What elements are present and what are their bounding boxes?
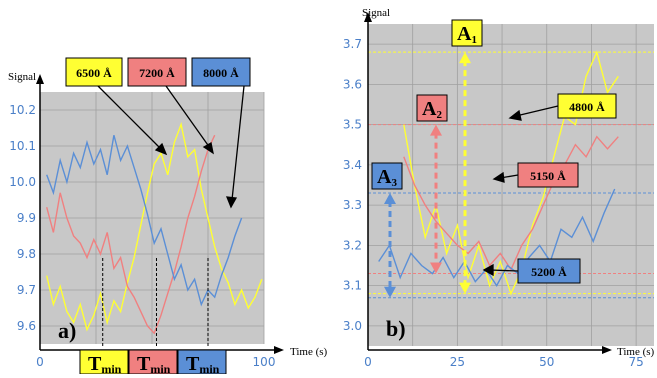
panel-b-ylabel: Signal	[362, 7, 390, 19]
panel-b-x-ticks: 0 25 50 75	[364, 355, 644, 369]
legend-label-5200: 5200 Å	[531, 265, 567, 279]
panel-b-label: b)	[386, 316, 406, 341]
series-line	[403, 50, 619, 296]
panel-b-legend-4800: 4800 Å	[557, 93, 617, 119]
x-tick-label: 25	[450, 355, 465, 369]
y-tick-label: 10.0	[9, 175, 36, 189]
legend-label-7200: 7200 Å	[139, 66, 175, 80]
series-line	[46, 134, 216, 335]
panel-b-xlabel: Time (s)	[617, 346, 655, 358]
y-tick-label: 3.5	[343, 118, 362, 132]
amplitude-label: A3	[377, 166, 397, 189]
amplitude-box	[451, 19, 483, 47]
amplitude-arrowhead-down	[459, 282, 471, 294]
panel-a-y-ticks: 9.6 9.7 9.8 9.9 10.0 10.1 10.2	[9, 103, 36, 333]
panel-b-x-arrow	[602, 346, 612, 354]
y-tick-label: 9.8	[17, 247, 36, 261]
panel-a-y-arrow	[36, 74, 44, 84]
panel-b-y-arrow	[364, 12, 372, 22]
amplitude-label: A1	[457, 23, 477, 46]
panel-a-legend-7200: 7200 Å	[127, 57, 187, 87]
panel-b-pointer-arrows	[482, 105, 559, 277]
legend-label-8000: 8000 Å	[203, 66, 239, 80]
y-tick-label: 10.1	[9, 139, 36, 153]
tmin-labels: Tmin Tmin Tmin	[79, 349, 227, 376]
y-tick-label: 9.6	[17, 319, 36, 333]
panel-a-series	[46, 121, 263, 335]
amplitude-box	[371, 162, 403, 190]
y-tick-label: 9.9	[17, 211, 36, 225]
series-line	[46, 121, 263, 332]
amplitude-arrowhead-up	[430, 124, 442, 136]
panel-b-y-ticks: 3.0 3.1 3.2 3.3 3.4 3.5 3.6 3.7	[343, 37, 362, 333]
panel-a-tmin-markers	[102, 258, 209, 348]
x-tick-label: 0	[36, 355, 44, 369]
panel-a-legend-6500: 6500 Å	[65, 57, 123, 87]
panel-a: 9.69.79.89.910.010.110.2 050100 Signal T…	[8, 57, 328, 369]
y-tick-label: 3.7	[343, 37, 362, 51]
amplitude-labels: A1 A2 A3	[371, 19, 483, 190]
tmin-label: Tmin	[88, 353, 122, 374]
tmin-label: Tmin	[186, 353, 220, 374]
tmin-label: Tmin	[137, 353, 171, 374]
panel-b-series	[378, 50, 619, 296]
panel-b-amplitude-arrows	[384, 52, 471, 298]
y-tick-label: 3.6	[343, 77, 362, 91]
panel-a-ylabel: Signal	[8, 71, 36, 83]
y-tick-label: 3.0	[343, 319, 362, 333]
amplitude-arrowhead-down	[430, 262, 442, 274]
y-tick-label: 9.7	[17, 283, 36, 297]
amplitude-arrowhead-up	[459, 52, 471, 64]
x-tick-label: 100	[253, 355, 276, 369]
x-tick-label: 75	[628, 355, 643, 369]
panel-b-legend-5200: 5200 Å	[517, 258, 581, 284]
series-line	[46, 135, 243, 307]
legend-label-4800: 4800 Å	[569, 100, 605, 114]
amplitude-arrowhead-up	[384, 193, 396, 205]
series-line	[378, 188, 616, 287]
x-tick-label: 50	[539, 355, 554, 369]
panel-b: 3.03.13.23.33.43.53.63.7 0 25 50 75 Signal …	[343, 7, 655, 369]
x-tick-label: 0	[364, 355, 372, 369]
amplitude-box	[416, 94, 448, 122]
tmin-box	[177, 349, 227, 375]
y-tick-label: 3.2	[343, 238, 362, 252]
panel-b-legend-5150: 5150 Å	[517, 162, 579, 188]
y-tick-label: 3.1	[343, 279, 362, 293]
y-tick-label: 3.4	[343, 158, 362, 172]
panel-a-legend-8000: 8000 Å	[191, 57, 251, 87]
y-tick-label: 3.3	[343, 198, 362, 212]
amplitude-label: A2	[422, 98, 442, 121]
legend-label-6500: 6500 Å	[76, 66, 112, 80]
legend-label-5150: 5150 Å	[530, 169, 566, 183]
amplitude-arrowhead-down	[384, 286, 396, 298]
panel-a-x-arrow	[274, 346, 284, 354]
panel-a-pointer-arrows	[97, 85, 245, 209]
y-tick-label: 10.2	[9, 103, 36, 117]
panel-a-label: a)	[58, 318, 76, 343]
panel-a-xlabel: Time (s)	[290, 346, 328, 358]
series-line	[403, 135, 619, 271]
